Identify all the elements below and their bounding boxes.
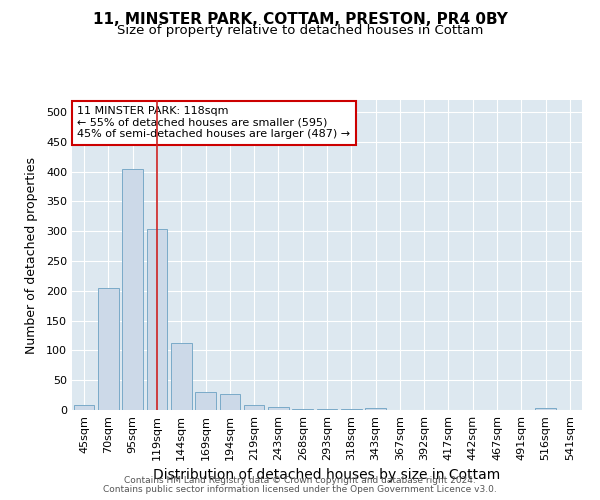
Bar [244,405,265,410]
Bar [98,288,119,410]
Bar [268,407,289,410]
Bar [122,168,143,410]
Text: Contains public sector information licensed under the Open Government Licence v3: Contains public sector information licen… [103,485,497,494]
Bar [195,392,216,410]
Bar [220,394,240,410]
Bar [365,408,386,410]
X-axis label: Distribution of detached houses by size in Cottam: Distribution of detached houses by size … [154,468,500,482]
Bar [292,409,313,410]
Bar [171,342,191,410]
Y-axis label: Number of detached properties: Number of detached properties [25,156,38,354]
Bar [146,230,167,410]
Text: 11, MINSTER PARK, COTTAM, PRESTON, PR4 0BY: 11, MINSTER PARK, COTTAM, PRESTON, PR4 0… [92,12,508,28]
Bar [74,405,94,410]
Bar [535,408,556,410]
Text: 11 MINSTER PARK: 118sqm
← 55% of detached houses are smaller (595)
45% of semi-d: 11 MINSTER PARK: 118sqm ← 55% of detache… [77,106,350,140]
Text: Contains HM Land Registry data © Crown copyright and database right 2024.: Contains HM Land Registry data © Crown c… [124,476,476,485]
Text: Size of property relative to detached houses in Cottam: Size of property relative to detached ho… [117,24,483,37]
